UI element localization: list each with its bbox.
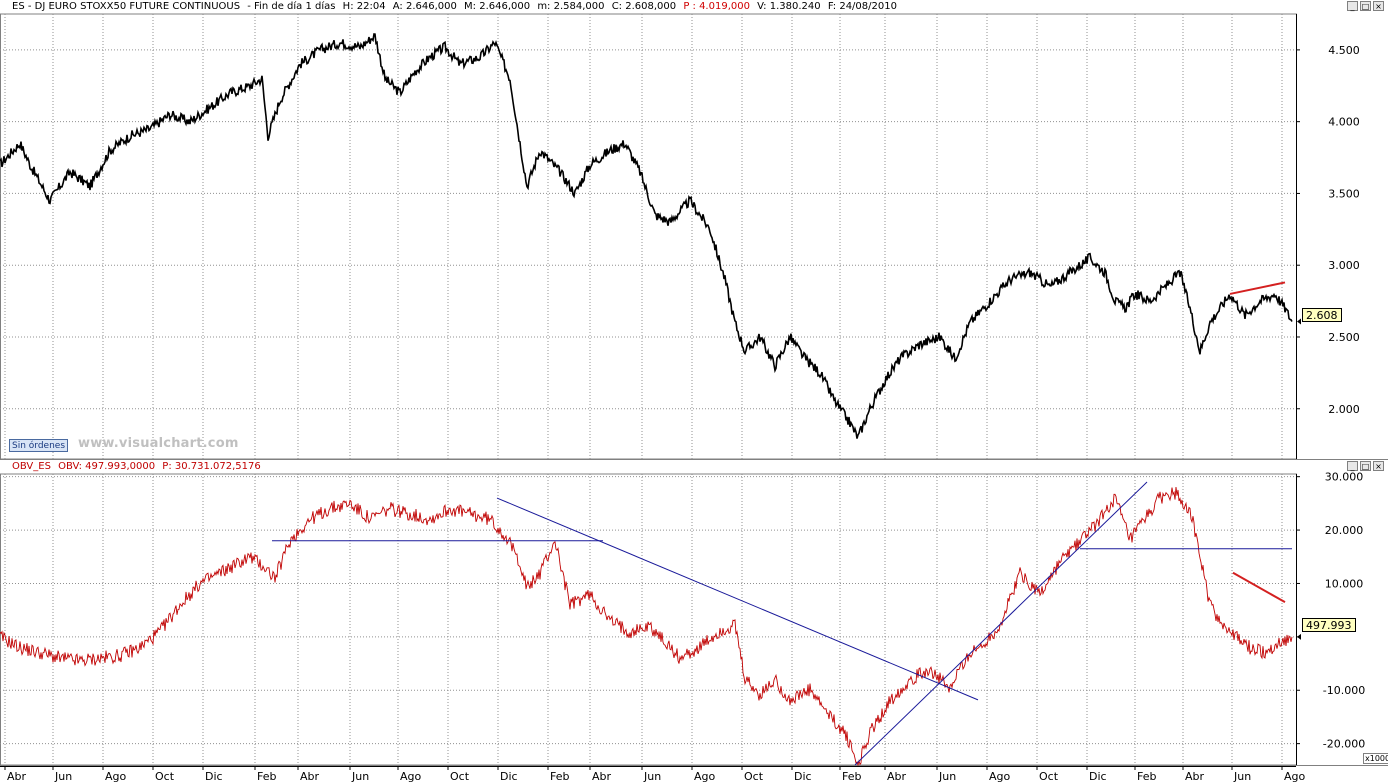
obv-maximize-button[interactable]: □ (1360, 461, 1371, 471)
last-obv-badge: 497.993 (1302, 618, 1356, 632)
y-tick-label: 30.000 (1325, 471, 1364, 484)
period-label: - Fin de día 1 días (247, 1, 336, 12)
obv-p-label: P: 30.731.072,5176 (162, 461, 261, 472)
y-tick-label: 2.500 (1328, 331, 1360, 344)
price-window-buttons: _ □ × (1347, 1, 1384, 11)
price-panel[interactable]: ES - DJ EURO STOXX50 FUTURE CONTINUOUS -… (0, 0, 1388, 460)
obv-panel[interactable]: OBV_ES OBV: 497.993,0000 P: 30.731.072,5… (0, 460, 1388, 766)
price-series (0, 33, 1293, 439)
obv-name-label: OBV_ES (12, 461, 51, 472)
y-tick-label: 3.500 (1328, 187, 1360, 200)
watermark: www.visualchart.com (78, 436, 239, 451)
time-tick-label: Feb (257, 770, 276, 783)
time-tick-label: Abr (1185, 770, 1205, 783)
time-tick-label: Feb (1137, 770, 1156, 783)
time-tick-label: Abr (887, 770, 907, 783)
time-tick-label: Oct (744, 770, 764, 783)
price-chart[interactable]: 4.500 4.000 3.500 3.000 2.500 2.000 (0, 0, 1388, 460)
y-tick-label: 10.000 (1325, 577, 1364, 590)
time-tick-label: Oct (155, 770, 175, 783)
obv-panel-title: OBV_ES OBV: 497.993,0000 P: 30.731.072,5… (0, 460, 1308, 474)
time-tick-label: Abr (592, 770, 612, 783)
price-panel-title: ES - DJ EURO STOXX50 FUTURE CONTINUOUS -… (0, 0, 1308, 14)
time-tick-label: Jun (351, 770, 369, 783)
time-tick-label: Abr (7, 770, 27, 783)
y-tick-label: -20.000 (1323, 738, 1365, 751)
high-label: H: 22:04 (342, 1, 386, 12)
time-tick-label: Oct (450, 770, 470, 783)
date-label: F: 24/08/2010 (827, 1, 897, 12)
time-tick-label: Ago (1284, 770, 1306, 783)
y-tick-label: 2.000 (1328, 403, 1360, 416)
time-tick-label: Jun (1233, 770, 1251, 783)
time-tick-label: Oct (1039, 770, 1059, 783)
open-label: A: 2.646,000 (392, 1, 457, 12)
obv-series (0, 486, 1293, 766)
time-axis: Abr Jun Ago Oct Dic Feb Abr Jun Ago Oct Dic Feb Abr J… (0, 766, 1306, 783)
min-label: m: 2.584,000 (537, 1, 605, 12)
minimize-button[interactable]: _ (1347, 1, 1358, 11)
obv-chart[interactable]: 30.000 20.000 10.000 -10.000 -20.000 (0, 460, 1388, 766)
obv-trendline-1 (496, 497, 979, 701)
time-tick-label: Abr (300, 770, 320, 783)
maximize-button[interactable]: □ (1360, 1, 1371, 11)
max-label: M: 2.646,000 (464, 1, 531, 12)
volume-label: V: 1.380.240 (757, 1, 821, 12)
time-tick-label: Ago (105, 770, 127, 783)
close-label: C: 2.608,000 (611, 1, 677, 12)
y-tick-label: -10.000 (1323, 684, 1365, 697)
time-tick-label: Ago (400, 770, 422, 783)
time-tick-label: Dic (205, 770, 223, 783)
time-tick-label: Ago (694, 770, 716, 783)
obv-close-button[interactable]: × (1373, 461, 1384, 471)
last-value-marker (1297, 318, 1301, 325)
price-trendline (1229, 281, 1286, 295)
sin-ordenes-button[interactable]: Sin órdenes (9, 439, 69, 452)
time-tick-label: Dic (1089, 770, 1107, 783)
time-tick-label: Jun (54, 770, 72, 783)
y-tick-label: 3.000 (1328, 259, 1360, 272)
plot-frame (0, 473, 1297, 766)
obv-value-label: OBV: 497.993,0000 (58, 461, 156, 472)
plot-frame (0, 13, 1297, 460)
time-tick-label: Ago (989, 770, 1011, 783)
last-price-badge: 2.608 (1302, 308, 1342, 322)
y-tick-label: 4.000 (1328, 116, 1360, 129)
time-tick-label: Dic (500, 770, 518, 783)
last-value-marker (1297, 633, 1301, 640)
p-label: P : 4.019,000 (683, 1, 750, 12)
y-tick-label: 20.000 (1325, 524, 1364, 537)
close-button[interactable]: × (1373, 1, 1384, 11)
time-tick-label: Dic (794, 770, 812, 783)
time-tick-label: Feb (842, 770, 861, 783)
y-tick-label: 4.500 (1328, 44, 1360, 57)
time-tick-label: Feb (550, 770, 569, 783)
obv-window-buttons: _ □ × (1347, 461, 1384, 471)
scale-label: x1000 (1363, 753, 1388, 764)
obv-minimize-button[interactable]: _ (1347, 461, 1358, 471)
obv-trendline-2 (854, 481, 1148, 766)
symbol-label: ES - DJ EURO STOXX50 FUTURE CONTINUOUS (12, 1, 241, 12)
time-tick-label: Jun (938, 770, 956, 783)
obv-red-trendline (1232, 571, 1286, 604)
time-tick-label: Jun (643, 770, 661, 783)
